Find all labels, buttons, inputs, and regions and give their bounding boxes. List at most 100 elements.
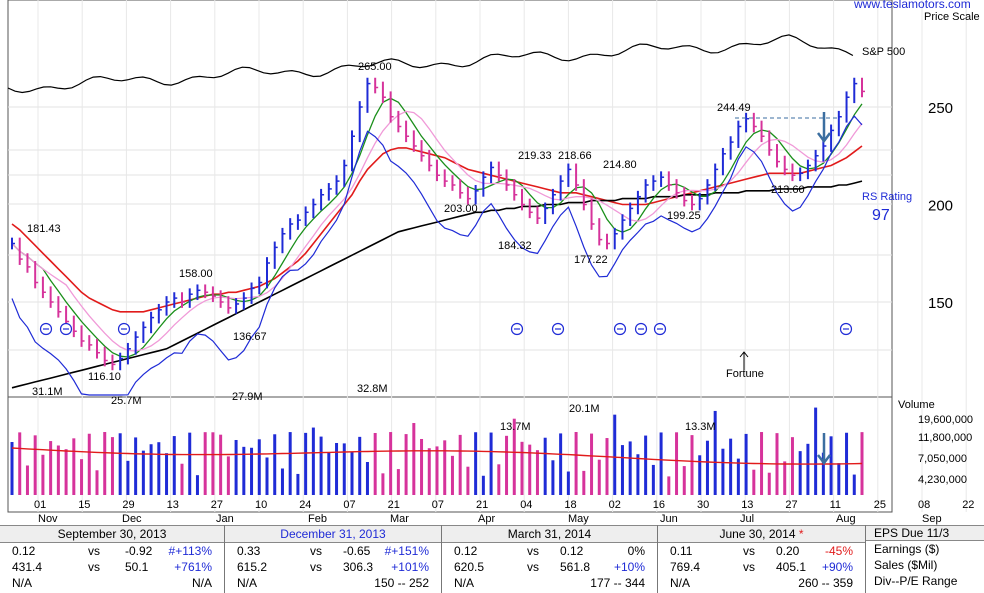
volume-bar bbox=[690, 435, 694, 495]
volume-bar bbox=[250, 447, 254, 495]
volume-bar bbox=[443, 440, 447, 495]
volume-bar bbox=[56, 445, 60, 495]
sales-value: 431.4 bbox=[12, 560, 43, 574]
price-annotation: 213.60 bbox=[771, 184, 805, 196]
volume-bar bbox=[165, 453, 169, 495]
vs-label: vs bbox=[527, 544, 539, 558]
volume-bar bbox=[381, 473, 385, 495]
volume-bar bbox=[790, 437, 794, 495]
volume-bar bbox=[118, 433, 122, 495]
month-label: Jan bbox=[216, 513, 234, 525]
div-value: N/A bbox=[454, 576, 475, 590]
vs-label: vs bbox=[743, 560, 755, 574]
pe-range: 150 -- 252 bbox=[374, 576, 429, 590]
vs-label: vs bbox=[310, 560, 322, 574]
month-label: Dec bbox=[122, 513, 142, 525]
volume-bar bbox=[613, 414, 617, 495]
volume-bar bbox=[41, 454, 45, 495]
x-tick-label: 07 bbox=[432, 499, 444, 511]
volume-arrow bbox=[817, 433, 831, 466]
volume-bar bbox=[219, 434, 223, 495]
month-label: Jun bbox=[660, 513, 678, 525]
volume-bar bbox=[103, 432, 107, 495]
volume-bar bbox=[296, 473, 300, 495]
quarter-header: December 31, 2013 bbox=[225, 525, 441, 543]
volume-bar bbox=[505, 435, 509, 495]
volume-bar bbox=[18, 432, 22, 495]
volume-bar bbox=[814, 407, 818, 495]
volume-bar bbox=[373, 432, 377, 495]
vs-label: vs bbox=[527, 560, 539, 574]
quarter-column: December 31, 2013 0.33 vs -0.65 #+151% 615.2 v… bbox=[225, 525, 442, 593]
volume-bar bbox=[234, 439, 238, 495]
month-label: Aug bbox=[836, 513, 856, 525]
price-annotation: 177.22 bbox=[574, 254, 608, 266]
vs-label: vs bbox=[88, 544, 100, 558]
price-annotation: 244.49 bbox=[717, 102, 751, 114]
sp500-series bbox=[7, 34, 854, 94]
eps-change: #+113% bbox=[168, 544, 212, 558]
x-tick-label: 22 bbox=[962, 499, 974, 511]
x-tick-label: 13 bbox=[167, 499, 179, 511]
volume-bar bbox=[597, 459, 601, 495]
volume-tick-label: 4,230,000 bbox=[918, 474, 967, 486]
volume-bar bbox=[257, 439, 261, 495]
volume-bar bbox=[636, 454, 640, 495]
vs-label: vs bbox=[743, 544, 755, 558]
eps-value: 0.33 bbox=[237, 544, 261, 558]
div-value: N/A bbox=[12, 576, 33, 590]
volume-bar bbox=[783, 461, 787, 495]
volume-bar bbox=[110, 437, 114, 495]
price-annotation: 184.32 bbox=[498, 240, 532, 252]
volume-bar bbox=[682, 466, 686, 495]
volume-bar bbox=[211, 432, 215, 495]
short-ma-series bbox=[11, 97, 863, 358]
volume-label: Volume bbox=[898, 399, 935, 411]
chart-frame bbox=[7, 0, 893, 513]
volume-bar bbox=[280, 468, 284, 495]
sales-change: +90% bbox=[821, 560, 853, 574]
x-tick-label: 27 bbox=[211, 499, 223, 511]
volume-bar bbox=[450, 455, 454, 495]
quarter-header: March 31, 2014 bbox=[442, 525, 657, 543]
axes: 01 15 29 13 27 10 24 07 21 07 21 04 18 02 16 30 13 27 11 25… bbox=[34, 100, 974, 525]
volume-bar bbox=[458, 434, 462, 495]
volume-bar bbox=[620, 445, 624, 495]
eps-change: -45% bbox=[824, 544, 853, 558]
event-marker bbox=[551, 322, 565, 336]
month-label: Feb bbox=[308, 513, 327, 525]
eps-prior: -0.65 bbox=[343, 544, 371, 558]
sales-value: 769.4 bbox=[670, 560, 701, 574]
sales-prior: 405.1 bbox=[776, 560, 807, 574]
volume-bar bbox=[705, 440, 709, 495]
volume-bar bbox=[87, 433, 91, 495]
volume-bar bbox=[736, 458, 740, 495]
eps-prior: -0.92 bbox=[125, 544, 153, 558]
volume-bar bbox=[288, 432, 292, 495]
x-tick-label: 21 bbox=[476, 499, 488, 511]
volume-annotation: 27.9M bbox=[232, 391, 263, 403]
volume-bar bbox=[520, 441, 524, 495]
price-annotation: 203.00 bbox=[444, 203, 478, 215]
sales-label: Sales ($Mil) bbox=[874, 558, 938, 572]
sp500-line bbox=[7, 34, 854, 94]
volume-bar bbox=[582, 470, 586, 495]
volume-bar bbox=[203, 432, 207, 495]
volume-bar bbox=[33, 435, 37, 495]
rs-rating-value: 97 bbox=[872, 207, 890, 224]
price-annotation: 218.66 bbox=[558, 150, 592, 162]
quarter-column: June 30, 2014 * 0.11 vs 0.20 -45% 769.4 vs 405.… bbox=[658, 525, 866, 593]
month-label: Nov bbox=[38, 513, 58, 525]
x-tick-label: 10 bbox=[255, 499, 267, 511]
eps-value: 0.12 bbox=[12, 544, 36, 558]
chart-grid bbox=[8, 0, 967, 512]
eps-due-label: EPS Due 11/3 bbox=[866, 525, 984, 541]
price-annotation: 214.80 bbox=[603, 159, 637, 171]
volume-bar bbox=[25, 465, 29, 495]
volume-annotation: 25.7M bbox=[111, 395, 142, 407]
price-tick-label: 150 bbox=[928, 295, 953, 312]
volume-bar bbox=[10, 442, 14, 495]
div-pe-label: Div--P/E Range bbox=[874, 574, 958, 588]
volume-bars bbox=[10, 407, 864, 495]
volume-bar bbox=[49, 441, 53, 495]
